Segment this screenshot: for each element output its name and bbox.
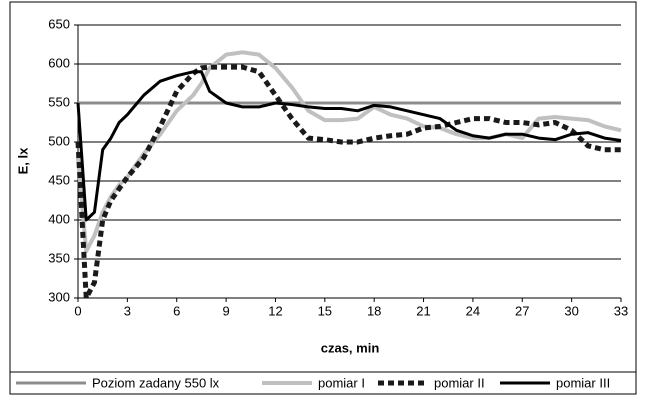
legend-label: pomiar II [434, 375, 485, 390]
x-tick-label: 9 [222, 303, 229, 318]
x-tick-label: 6 [173, 303, 180, 318]
x-tick-label: 30 [564, 303, 578, 318]
x-tick-label: 24 [466, 303, 480, 318]
data-line [76, 70, 622, 222]
y-tick-label: 450 [48, 172, 70, 187]
y-tick-label: 400 [48, 211, 70, 226]
y-tick-label: 600 [48, 55, 70, 70]
chart-frame [9, 1, 637, 395]
x-tick-label: 18 [367, 303, 381, 318]
legend-label: pomiar III [556, 375, 610, 390]
x-tick-label: 21 [416, 303, 430, 318]
x-tick-label: 0 [74, 303, 81, 318]
x-tick-label: 12 [268, 303, 282, 318]
y-tick-label: 550 [48, 94, 70, 109]
x-axis-label: czas, min [321, 340, 380, 355]
x-tick-label: 3 [124, 303, 131, 318]
x-tick-label: 15 [318, 303, 332, 318]
y-tick-label: 500 [48, 133, 70, 148]
data-line [75, 64, 621, 301]
legend-label: Poziom zadany 550 lx [92, 375, 220, 390]
y-axis-label: E, lx [15, 147, 30, 175]
y-tick-label: 300 [48, 289, 70, 304]
y-tick-label: 650 [48, 16, 70, 31]
x-tick-label: 33 [614, 303, 628, 318]
legend-box [9, 371, 637, 395]
legend-label: pomiar I [318, 375, 365, 390]
x-tick-label: 27 [515, 303, 529, 318]
y-tick-label: 350 [48, 250, 70, 265]
